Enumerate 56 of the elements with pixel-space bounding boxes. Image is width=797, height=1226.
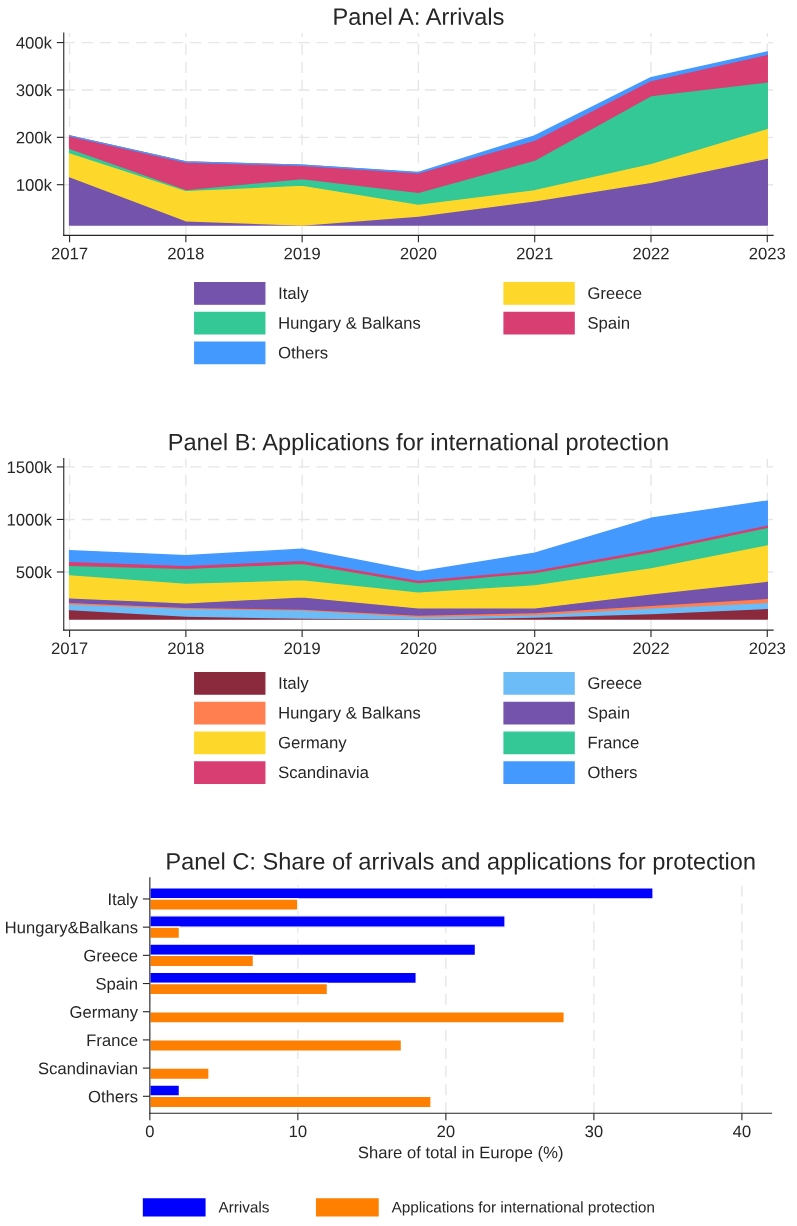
x-tick-label: 20 [437, 1125, 455, 1138]
legend-label: Hungary & Balkans [279, 316, 421, 333]
y-tick-label: 1000k [7, 513, 52, 526]
legend-label: Italy [279, 676, 309, 693]
legend-label: Spain [588, 706, 629, 722]
x-axis-title: Share of total in Europe (%) [358, 1146, 563, 1162]
legend-label: Italy [279, 286, 309, 303]
bar [149, 1067, 210, 1081]
x-tick-label: 2018 [168, 247, 204, 260]
y-tick-label: 300k [16, 83, 52, 97]
legend-label: Greece [588, 287, 642, 300]
x-tick-label: 2017 [51, 642, 88, 655]
y-tick-label: Germany [70, 1006, 138, 1022]
x-tick-label: 2019 [284, 247, 320, 260]
legend-label: Others [278, 346, 328, 359]
legend-label: Spain [588, 316, 629, 333]
y-tick-label: France [87, 1034, 138, 1047]
legend-label: Others [588, 765, 637, 779]
x-tick-label: 2018 [168, 642, 204, 655]
legend-label: Arrivals [218, 1201, 269, 1213]
x-tick-label: 2023 [749, 642, 786, 655]
legend-label: Greece [588, 677, 642, 689]
x-tick-label: 2020 [400, 247, 437, 260]
x-tick-label: 0 [145, 1125, 154, 1138]
legend-label: France [588, 736, 639, 749]
x-tick-label: 2022 [633, 642, 669, 655]
x-tick-label: 2022 [633, 247, 669, 260]
x-tick-label: 40 [733, 1125, 751, 1138]
x-tick-label: 2021 [517, 642, 553, 655]
y-tick-label: 100k [17, 178, 52, 191]
chart-title: Panel B: Applications for international protection [169, 433, 668, 456]
legend-label: Hungary & Balkans [279, 706, 421, 722]
y-tick-label: 200k [16, 131, 52, 144]
y-tick-label: Greece [84, 949, 138, 962]
x-tick-label: 2019 [284, 642, 320, 655]
legend-label: Germany [278, 736, 347, 752]
y-tick-label: Scandinavian [38, 1062, 137, 1075]
y-tick-label: 500k [16, 565, 52, 579]
y-tick-label: Italy [109, 892, 138, 909]
bar [149, 1039, 403, 1052]
x-tick-label: 10 [289, 1125, 307, 1138]
bar [149, 1011, 565, 1024]
x-tick-label: 2017 [51, 247, 88, 260]
legend-label: Applications for international protection [391, 1201, 654, 1216]
x-tick-label: 2021 [517, 247, 553, 260]
chart-title: Panel C: Share of arrivals and applications for protection [167, 852, 755, 875]
x-tick-label: 2020 [400, 642, 437, 655]
y-tick-label: Hungary&Balkans [6, 921, 138, 937]
x-tick-label: 2023 [749, 247, 786, 260]
x-tick-label: 30 [585, 1125, 603, 1138]
y-tick-label: Spain [96, 977, 137, 994]
chart-title: Panel A: Arrivals [334, 7, 504, 25]
y-tick-label: 400k [16, 36, 52, 49]
legend-label: Scandinavia [278, 765, 369, 779]
y-tick-label: 1500k [7, 460, 52, 474]
y-tick-label: Others [88, 1090, 138, 1103]
